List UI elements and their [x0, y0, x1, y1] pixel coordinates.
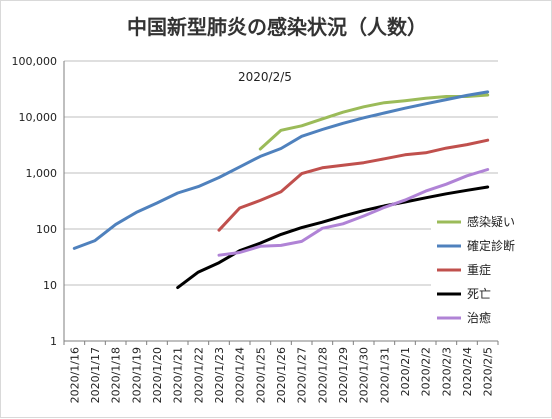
x-tick-label: 2020/2/3 — [440, 347, 453, 396]
series-line — [72, 90, 490, 250]
x-tick-label: 2020/1/27 — [296, 347, 309, 403]
y-tick-label: 1,000 — [26, 167, 58, 180]
legend-label: 確定診断 — [467, 238, 515, 253]
x-tick-label: 2020/2/4 — [461, 347, 474, 396]
x-tick-label: 2020/2/5 — [482, 347, 495, 396]
chart-title: 中国新型肺炎の感染状況（人数） — [127, 15, 427, 39]
legend-label: 重症 — [467, 262, 491, 277]
x-tick-label: 2020/1/24 — [234, 347, 247, 403]
series-line — [217, 168, 490, 257]
series-lines — [72, 90, 490, 290]
y-tick-label: 100 — [36, 223, 57, 236]
series-line — [217, 138, 490, 232]
x-tick-label: 2020/1/28 — [316, 347, 329, 403]
x-tick-label: 2020/1/31 — [378, 347, 391, 403]
legend-label: 治癒 — [467, 310, 491, 325]
x-tick-label: 2020/1/16 — [68, 347, 81, 403]
x-tick-label: 2020/1/21 — [172, 347, 185, 403]
axes: 1 10 100 1,000 10,000 100,000 2020/1/16 2020/1/… — [12, 55, 499, 403]
y-tick-label: 10,000 — [19, 111, 58, 124]
x-tick-label: 2020/1/30 — [358, 347, 371, 403]
legend-label: 死亡 — [467, 287, 491, 301]
x-tick-label: 2020/1/23 — [213, 347, 226, 403]
date-annotation: 2020/2/5 — [238, 70, 292, 84]
x-tick-label: 2020/1/22 — [192, 347, 205, 403]
x-tick-label: 2020/2/1 — [399, 347, 412, 396]
x-tick-label: 2020/1/26 — [275, 347, 288, 403]
x-tick-label: 2020/1/17 — [89, 347, 102, 403]
x-tick-label: 2020/1/19 — [130, 347, 143, 403]
series-line — [258, 93, 490, 151]
y-tick-label: 100,000 — [12, 55, 58, 68]
legend-label: 感染疑い — [467, 214, 515, 229]
x-tick-label: 2020/2/2 — [420, 347, 433, 396]
x-tick-label: 2020/1/20 — [151, 347, 164, 403]
series-line — [176, 185, 490, 290]
y-tick-label: 10 — [43, 279, 57, 292]
y-tick-label: 1 — [50, 335, 57, 348]
x-tick-label: 2020/1/25 — [254, 347, 267, 403]
x-tick-label: 2020/1/29 — [337, 347, 350, 403]
x-tick-label: 2020/1/18 — [110, 347, 123, 403]
